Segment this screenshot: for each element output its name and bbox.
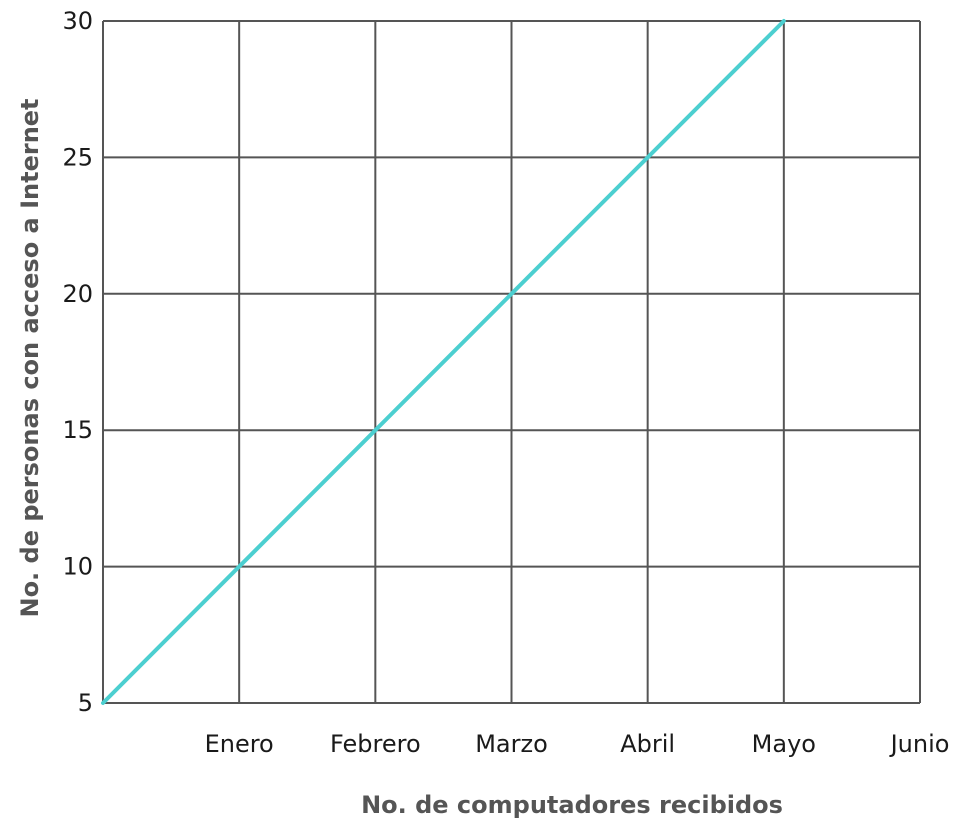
series-line — [101, 19, 786, 705]
grid — [102, 20, 921, 704]
y-tick-label: 15 — [62, 416, 93, 444]
y-tick-label: 5 — [78, 689, 93, 717]
x-tick-label: Enero — [205, 730, 274, 758]
y-tick-label: 25 — [62, 143, 93, 171]
x-tick-label: Mayo — [752, 730, 816, 758]
x-tick-label: Marzo — [475, 730, 548, 758]
y-axis-title: No. de personas con acceso a Internet — [16, 98, 44, 617]
x-tick-label: Junio — [889, 730, 950, 758]
series-layer — [101, 19, 786, 705]
y-tick-label: 20 — [62, 280, 93, 308]
tick-labels: 5 10 15 20 25 30 Enero Febrero Marzo Abril Mayo Jun… — [62, 7, 949, 758]
x-axis-title: No. de computadores recibidos — [361, 791, 783, 819]
x-tick-label: Febrero — [330, 730, 421, 758]
y-tick-label: 10 — [62, 553, 93, 581]
y-tick-label: 30 — [62, 7, 93, 35]
x-tick-label: Abril — [620, 730, 675, 758]
